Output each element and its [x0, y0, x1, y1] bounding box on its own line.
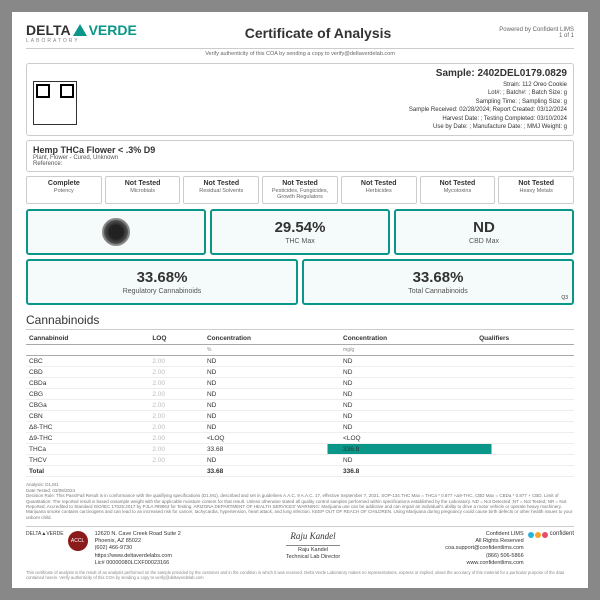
- table-row: CBGa2.00NDND: [26, 400, 574, 411]
- test-cell: Not TestedMycotoxins: [420, 176, 496, 204]
- thc-max-cell: 29.54%THC Max: [210, 209, 390, 255]
- q3-note: Q3: [561, 295, 568, 301]
- table-row: CBDa2.00NDND: [26, 378, 574, 389]
- legal-disclaimer: This certificate of analysis is the resu…: [26, 570, 574, 580]
- cannabinoids-table: CannabinoidLOQConcentrationConcentration…: [26, 333, 574, 477]
- sample-meta: Strain: 112 Oreo CookieLot#: ; Batch#: ;…: [85, 81, 567, 131]
- table-row: THCa2.0033.68336.8: [26, 444, 574, 455]
- product-section: Hemp THCa Flower < .3% D9 Plant, Flower …: [26, 140, 574, 172]
- verify-note: Verify authenticity of this COA by sendi…: [26, 49, 574, 59]
- cbd-max-cell: NDCBD Max: [394, 209, 574, 255]
- test-cell: Not TestedMicrobials: [105, 176, 181, 204]
- lab-subtitle: LABORATORY: [26, 38, 137, 44]
- test-cell: Not TestedHerbicides: [341, 176, 417, 204]
- sample-photo: [26, 209, 206, 255]
- product-title: Hemp THCa Flower < .3% D9: [33, 145, 567, 155]
- table-row: CBG2.00NDND: [26, 389, 574, 400]
- test-cell: CompletePotency: [26, 176, 102, 204]
- product-reference: Reference:: [33, 161, 567, 167]
- metrics-row-1: 29.54%THC Max NDCBD Max: [26, 209, 574, 255]
- doc-title: Certificate of Analysis: [137, 25, 499, 41]
- coa-page: DELTAVERDE LABORATORY Certificate of Ana…: [12, 12, 588, 588]
- qr-code-icon: [33, 81, 77, 125]
- reg-cann-cell: 33.68%Regulatory Cannabinoids: [26, 259, 298, 305]
- table-row: CBD2.00NDND: [26, 367, 574, 378]
- sample-section: Sample: 2402DEL0179.0829 Strain: 112 Ore…: [26, 63, 574, 136]
- triangle-icon: [73, 24, 87, 36]
- fine-print: Analysis: D1,M1Date Tested: 03/08/2024De…: [26, 482, 574, 520]
- jar-icon: [102, 218, 130, 246]
- header: DELTAVERDE LABORATORY Certificate of Ana…: [26, 22, 574, 49]
- test-cell: Not TestedHeavy Metals: [498, 176, 574, 204]
- footer: DELTA▲VERDE ACCL 12620 N. Cave Creek Roa…: [26, 526, 574, 567]
- accl-badge-icon: ACCL: [68, 531, 88, 551]
- sample-id: Sample: 2402DEL0179.0829: [33, 68, 567, 79]
- test-status-row: CompletePotencyNot TestedMicrobialsNot T…: [26, 176, 574, 204]
- total-cann-cell: 33.68%Total CannabinoidsQ3: [302, 259, 574, 305]
- confident-logo-icon: confident: [528, 531, 574, 539]
- test-cell: Not TestedPesticides, Fungicides, Growth…: [262, 176, 338, 204]
- table-total-row: Total33.68336.8: [26, 466, 574, 477]
- table-row: THCV2.00NDND: [26, 455, 574, 466]
- delta-mini-logo: DELTA▲VERDE: [26, 531, 64, 538]
- signature-block: Raju Kandel Raju KandelTechnical Lab Dir…: [286, 531, 340, 561]
- table-row: Δ8-THC2.00NDND: [26, 422, 574, 433]
- test-cell: Not TestedResidual Solvents: [183, 176, 259, 204]
- table-row: Δ9-THC2.00<LOQ<LOQ: [26, 433, 574, 444]
- powered-by: Powered by Confident LIMS1 of 1: [499, 27, 574, 39]
- lab-logo: DELTAVERDE LABORATORY: [26, 22, 137, 44]
- cannabinoids-title: Cannabinoids: [26, 313, 574, 330]
- footer-right: Confident LIMSAll Rights Reserved coa.su…: [445, 531, 574, 567]
- footer-left: DELTA▲VERDE ACCL 12620 N. Cave Creek Roa…: [26, 531, 181, 567]
- table-row: CBN2.00NDND: [26, 411, 574, 422]
- metrics-row-2: 33.68%Regulatory Cannabinoids 33.68%Tota…: [26, 259, 574, 305]
- table-row: CBC2.00NDND: [26, 356, 574, 367]
